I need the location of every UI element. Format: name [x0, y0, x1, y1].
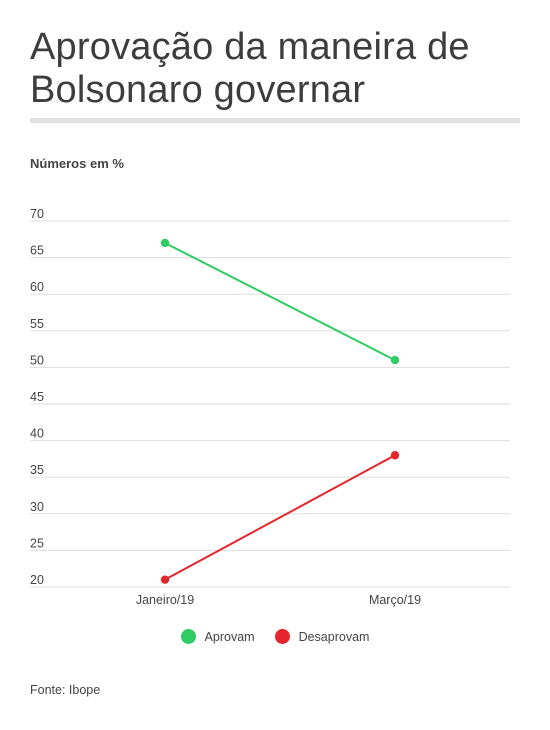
data-point-aprovam[interactable] — [160, 238, 170, 248]
legend-item-desaprovam[interactable]: Desaprovam — [274, 629, 370, 644]
y-tick-label: 35 — [30, 463, 44, 477]
series-layer — [160, 238, 400, 584]
x-tick-label: Março/19 — [369, 593, 421, 607]
x-tick-label: Janeiro/19 — [136, 593, 194, 607]
grid-lines — [30, 220, 510, 588]
x-axis-ticks: Janeiro/19 Março/19 — [136, 593, 421, 607]
data-point-desaprovam[interactable] — [390, 451, 400, 460]
y-tick-label: 40 — [30, 427, 44, 441]
source-note: Fonte: Ibope — [30, 683, 101, 697]
series-line-aprovam — [164, 242, 396, 361]
legend: Aprovam Desaprovam — [0, 629, 550, 644]
y-tick-label: 65 — [30, 244, 44, 258]
title-divider — [30, 118, 520, 123]
legend-marker-aprovam — [180, 629, 196, 644]
legend-item-aprovam[interactable]: Aprovam — [180, 629, 255, 644]
y-tick-label: 50 — [30, 353, 44, 367]
legend-label-aprovam: Aprovam — [204, 629, 255, 644]
chart-subtitle: Números em % — [30, 156, 124, 171]
y-axis-ticks: 20 25 30 35 40 45 50 55 60 65 70 — [30, 207, 44, 587]
series-line-desaprovam — [164, 454, 396, 581]
y-tick-label: 70 — [30, 207, 44, 221]
y-tick-label: 45 — [30, 390, 44, 404]
data-point-aprovam[interactable] — [390, 355, 400, 365]
legend-marker-desaprovam — [274, 629, 290, 644]
data-point-desaprovam[interactable] — [160, 575, 170, 584]
y-tick-label: 55 — [30, 317, 44, 331]
y-tick-label: 25 — [30, 536, 44, 550]
y-tick-label: 30 — [30, 500, 44, 514]
legend-label-desaprovam: Desaprovam — [298, 629, 370, 644]
chart-title: Aprovação da maneira de Bolsonaro govern… — [30, 26, 470, 111]
y-tick-label: 20 — [30, 573, 44, 587]
y-tick-label: 60 — [30, 280, 44, 294]
